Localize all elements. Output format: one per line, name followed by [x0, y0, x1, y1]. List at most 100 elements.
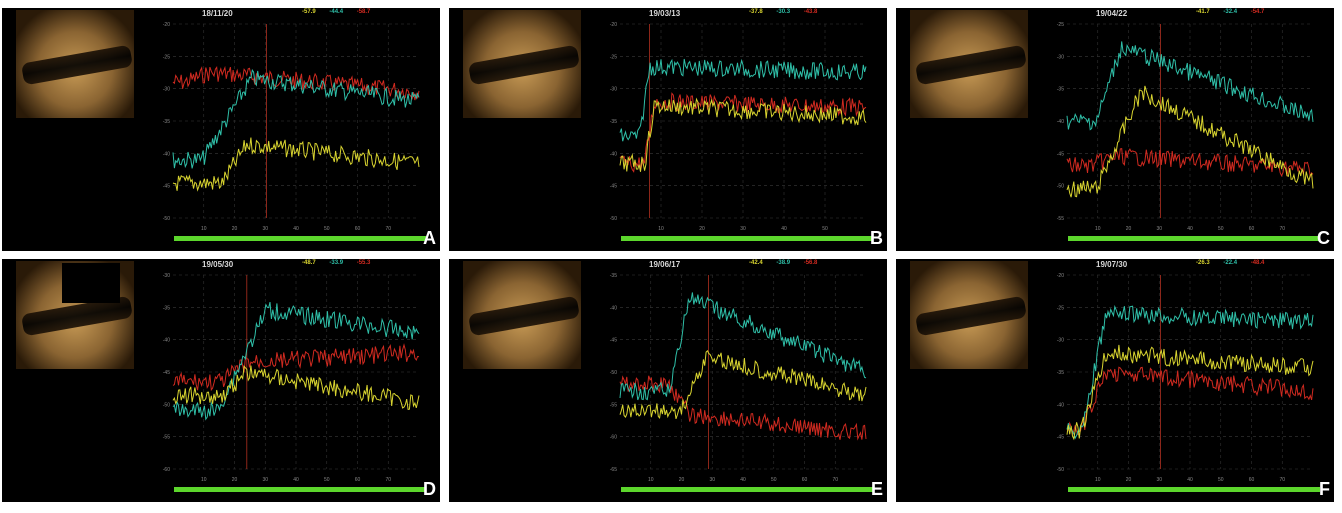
yellow-curve	[172, 137, 420, 192]
ultrasound-panel-b: 19/03/13 -37.8 -30.3 -43.8 -20 -25 -30 -35-…	[449, 8, 887, 251]
panel-label: C	[1317, 228, 1330, 248]
y-tick-label: -60	[163, 467, 170, 473]
y-tick-label: -40	[163, 151, 170, 157]
x-tick-label: 20	[232, 226, 238, 232]
y-tick-label: -45	[1057, 151, 1064, 157]
panel-header-values: -48.7 -33.9 -55.3	[302, 260, 382, 266]
red-value: -55.3	[356, 260, 371, 266]
timeline-scrubber[interactable]	[621, 236, 873, 241]
teal-curve	[619, 292, 867, 401]
y-tick-label: -40	[610, 305, 617, 311]
y-tick-label: -25	[1057, 305, 1064, 311]
timeline-scrubber[interactable]	[174, 487, 426, 492]
y-tick-label: -60	[610, 435, 617, 441]
panel-label: A	[423, 228, 436, 248]
y-tick-label: -30	[163, 273, 170, 279]
teal-value: -33.9	[329, 260, 344, 266]
x-tick-label: 30	[1156, 477, 1162, 483]
ultrasound-image	[896, 8, 1036, 251]
teal-curve	[172, 68, 420, 169]
yellow-value: -57.9	[302, 9, 316, 15]
tic-graph: -30 -35 -40 -45 -50 -55 -60 10 20 30 40 50 60 70	[163, 273, 420, 483]
x-tick-label: 10	[1095, 477, 1101, 483]
yellow-curve	[172, 365, 420, 410]
y-tick-label: -20	[1057, 273, 1064, 279]
x-tick-label: 50	[822, 226, 828, 232]
timeline-scrubber[interactable]	[1068, 236, 1320, 241]
y-tick-label: -20	[163, 22, 170, 28]
teal-curve	[1066, 304, 1314, 440]
teal-curve	[172, 301, 420, 421]
y-tick-label: -55	[1057, 216, 1064, 222]
x-tick-label: 20	[699, 226, 705, 232]
red-value: -43.8	[803, 9, 818, 15]
tic-graph: -20 -25 -30 -35 -40 -45 -50 10 20 30 40 50 60 70	[163, 22, 420, 232]
x-tick-label: 60	[1249, 226, 1255, 232]
y-tick-label: -35	[610, 273, 617, 279]
yellow-value: -37.8	[749, 9, 763, 15]
x-tick-label: 50	[1218, 226, 1224, 232]
x-tick-label: 70	[385, 477, 391, 483]
y-tick-label: -50	[610, 216, 617, 222]
teal-value: -32.4	[1223, 9, 1238, 15]
x-tick-label: 40	[293, 477, 299, 483]
teal-curve	[1066, 41, 1314, 131]
y-tick-label: -35	[1057, 87, 1064, 93]
x-tick-label: 40	[740, 477, 746, 483]
timeline-scrubber[interactable]	[621, 487, 873, 492]
yellow-value: -41.7	[1196, 9, 1210, 15]
y-tick-label: -45	[610, 184, 617, 190]
y-tick-label: -40	[163, 338, 170, 344]
y-tick-label: -50	[163, 216, 170, 222]
y-tick-label: -35	[1057, 370, 1064, 376]
y-tick-label: -55	[610, 402, 617, 408]
yellow-value: -48.7	[302, 260, 316, 266]
panel-header-values: -41.7 -32.4 -54.7	[1196, 9, 1276, 15]
y-tick-label: -65	[610, 467, 617, 473]
x-tick-label: 60	[355, 477, 361, 483]
x-tick-label: 20	[232, 477, 238, 483]
yellow-value: -42.4	[749, 260, 763, 266]
x-tick-label: 40	[1187, 477, 1193, 483]
y-tick-label: -45	[163, 184, 170, 190]
y-tick-label: -25	[1057, 22, 1064, 28]
y-tick-label: -50	[1057, 184, 1064, 190]
ultrasound-image	[2, 8, 142, 251]
panel-header-values: -37.8 -30.3 -43.8	[749, 9, 829, 15]
x-tick-label: 10	[658, 226, 664, 232]
panel-header-values: -42.4 -38.9 -56.8	[749, 260, 829, 266]
x-tick-label: 50	[771, 477, 777, 483]
panel-date: 19/07/30	[1096, 260, 1128, 269]
y-tick-label: -25	[163, 54, 170, 60]
teal-value: -30.3	[776, 9, 791, 15]
panel-label: F	[1319, 479, 1330, 499]
tic-graph: -20 -25 -30 -35 -40 -45 -50 10 20 30 40 50 60 70	[1057, 273, 1314, 483]
y-tick-label: -40	[1057, 119, 1064, 125]
timeline-scrubber[interactable]	[174, 236, 426, 241]
red-curve	[1066, 147, 1314, 179]
x-tick-label: 70	[1279, 226, 1285, 232]
timeline-scrubber[interactable]	[1068, 487, 1320, 492]
panel-date: 18/11/20	[202, 9, 233, 18]
ultrasound-panel-e: 19/06/17 -42.4 -38.9 -56.8 -35 -40 -45 -50-…	[449, 259, 887, 502]
red-value: -48.4	[1250, 260, 1265, 266]
x-tick-label: 30	[740, 226, 746, 232]
yellow-curve	[619, 97, 867, 172]
x-tick-label: 20	[1126, 477, 1132, 483]
panel-label: D	[423, 479, 436, 499]
y-tick-label: -45	[163, 370, 170, 376]
x-tick-label: 30	[1156, 226, 1162, 232]
x-tick-label: 60	[802, 477, 808, 483]
panel-label: E	[870, 479, 883, 499]
y-tick-label: -40	[1057, 402, 1064, 408]
yellow-value: -26.3	[1196, 260, 1210, 266]
yellow-curve	[1066, 344, 1314, 441]
x-tick-label: 40	[781, 226, 787, 232]
y-tick-label: -30	[610, 87, 617, 93]
y-tick-label: -30	[1057, 338, 1064, 344]
yellow-curve	[619, 349, 867, 420]
x-tick-label: 40	[1187, 226, 1193, 232]
x-tick-label: 30	[709, 477, 715, 483]
panel-date: 19/03/13	[649, 9, 681, 18]
red-curve	[1066, 366, 1314, 436]
